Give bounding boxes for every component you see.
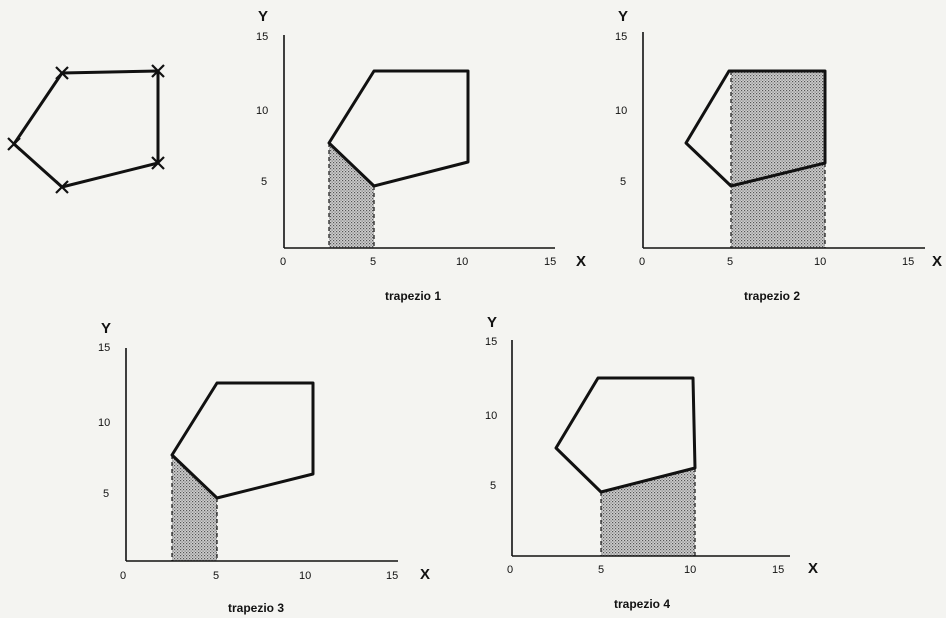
y-tick-15: 15 (98, 342, 110, 354)
x-tick-15: 15 (772, 564, 784, 576)
x-tick-15: 15 (902, 256, 914, 268)
panel-trapezio-3: Y X 15 10 5 0 5 10 15 trapezio 3 (98, 320, 430, 615)
y-tick-15: 15 (256, 31, 268, 43)
vertex-marker (55, 180, 69, 194)
x-axis-label: X (932, 253, 942, 270)
x-tick-0: 0 (639, 256, 645, 268)
panel-trapezio-1: Y X 15 10 5 0 5 10 15 trapezio 1 (256, 8, 586, 303)
y-axis-label: Y (101, 320, 111, 337)
pentagon-outline (684, 69, 827, 188)
pentagon-outline (170, 381, 315, 500)
panel-trapezio-4: Y X 15 10 5 0 5 10 15 trapezio 4 (485, 314, 818, 611)
x-tick-5: 5 (370, 256, 376, 268)
panel-caption: trapezio 1 (385, 289, 441, 303)
vertex-marker (7, 137, 21, 151)
y-tick-5: 5 (490, 480, 496, 492)
y-tick-5: 5 (620, 176, 626, 188)
shaded-trapezoid (601, 468, 695, 556)
x-tick-15: 15 (386, 570, 398, 582)
y-tick-10: 10 (615, 105, 627, 117)
vertex-marker (55, 66, 69, 80)
x-tick-0: 0 (280, 256, 286, 268)
y-tick-15: 15 (615, 31, 627, 43)
y-tick-10: 10 (98, 417, 110, 429)
panel-caption: trapezio 3 (228, 601, 284, 615)
x-axis-label: X (808, 560, 818, 577)
vertex-marker (151, 156, 165, 170)
x-tick-5: 5 (727, 256, 733, 268)
example-pentagon (7, 64, 165, 194)
vertex-marker (151, 64, 165, 78)
x-tick-10: 10 (684, 564, 696, 576)
panel-trapezio-2: Y X 15 10 5 0 5 10 15 trapezio 2 (615, 8, 942, 303)
y-tick-10: 10 (485, 410, 497, 422)
x-axis-label: X (420, 566, 430, 583)
x-tick-15: 15 (544, 256, 556, 268)
y-tick-5: 5 (261, 176, 267, 188)
y-tick-5: 5 (103, 488, 109, 500)
y-tick-15: 15 (485, 336, 497, 348)
x-axis-label: X (576, 253, 586, 270)
x-tick-10: 10 (299, 570, 311, 582)
x-tick-5: 5 (598, 564, 604, 576)
y-axis-label: Y (618, 8, 628, 25)
y-axis-label: Y (258, 8, 268, 25)
x-tick-0: 0 (507, 564, 513, 576)
x-tick-10: 10 (456, 256, 468, 268)
pentagon-outline (554, 376, 697, 494)
y-tick-10: 10 (256, 105, 268, 117)
panel-caption: trapezio 2 (744, 289, 800, 303)
y-axis-label: Y (487, 314, 497, 331)
x-tick-10: 10 (814, 256, 826, 268)
panel-caption: trapezio 4 (614, 597, 670, 611)
x-tick-0: 0 (120, 570, 126, 582)
x-tick-5: 5 (213, 570, 219, 582)
shaded-trapezoid (172, 455, 217, 561)
vertex-markers (7, 64, 165, 194)
example-pentagon-outline (12, 69, 160, 189)
pentagon-outline (327, 69, 470, 188)
shaded-trapezoid (329, 143, 374, 248)
